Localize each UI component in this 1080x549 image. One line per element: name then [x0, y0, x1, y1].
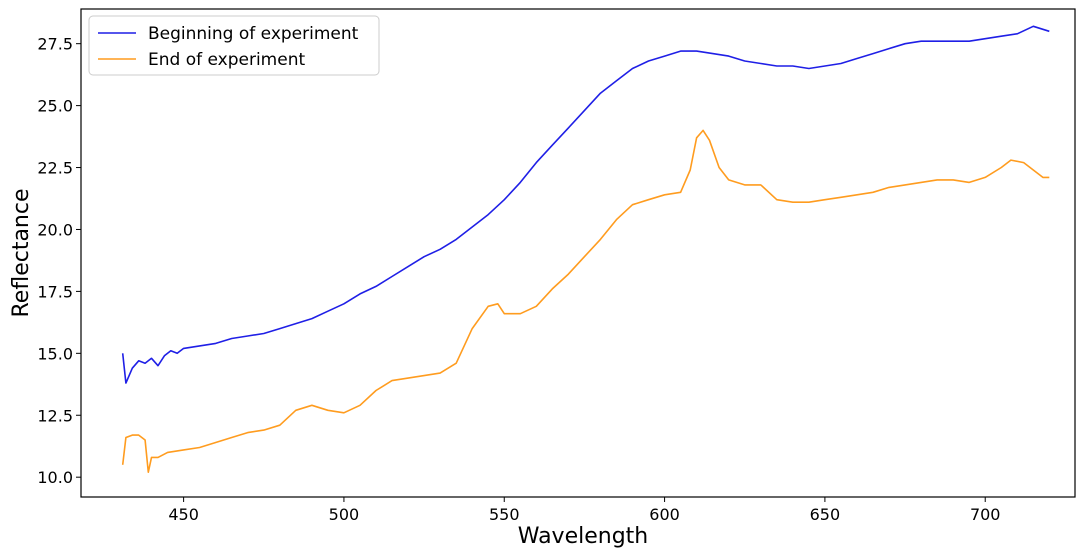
x-tick-label: 550 — [489, 505, 520, 524]
legend-label-end: End of experiment — [148, 50, 305, 70]
series-lines — [121, 25, 1050, 474]
legend-box — [88, 15, 380, 76]
y-axis-label: Reflectance — [9, 188, 34, 317]
x-tick-label: 500 — [329, 505, 360, 524]
plot-frame — [80, 8, 1076, 498]
y-tick-label: 20.0 — [37, 220, 73, 239]
x-tick-label: 600 — [649, 505, 680, 524]
x-tick-label: 450 — [168, 505, 199, 524]
legend-label-beginning: Beginning of experiment — [148, 24, 359, 44]
y-tick-label: 22.5 — [37, 159, 73, 178]
series-line-beginning — [121, 25, 1050, 384]
y-tick-label: 17.5 — [37, 282, 73, 301]
y-axis-ticks: 10.0 12.5 15.0 17.5 20.0 22.5 25.0 27.5 — [37, 35, 81, 487]
y-tick-label: 12.5 — [37, 406, 73, 425]
x-tick-label: 650 — [810, 505, 841, 524]
x-axis-label: Wavelength — [518, 524, 649, 549]
y-tick-label: 27.5 — [37, 35, 73, 54]
legend: Beginning of experiment End of experimen… — [88, 15, 380, 76]
y-tick-label: 10.0 — [37, 468, 73, 487]
y-tick-label: 15.0 — [37, 344, 73, 363]
x-axis-ticks: 450 500 550 600 650 700 — [168, 497, 1000, 524]
y-tick-label: 25.0 — [37, 97, 73, 116]
series-line-end — [121, 129, 1050, 474]
x-tick-label: 700 — [970, 505, 1001, 524]
